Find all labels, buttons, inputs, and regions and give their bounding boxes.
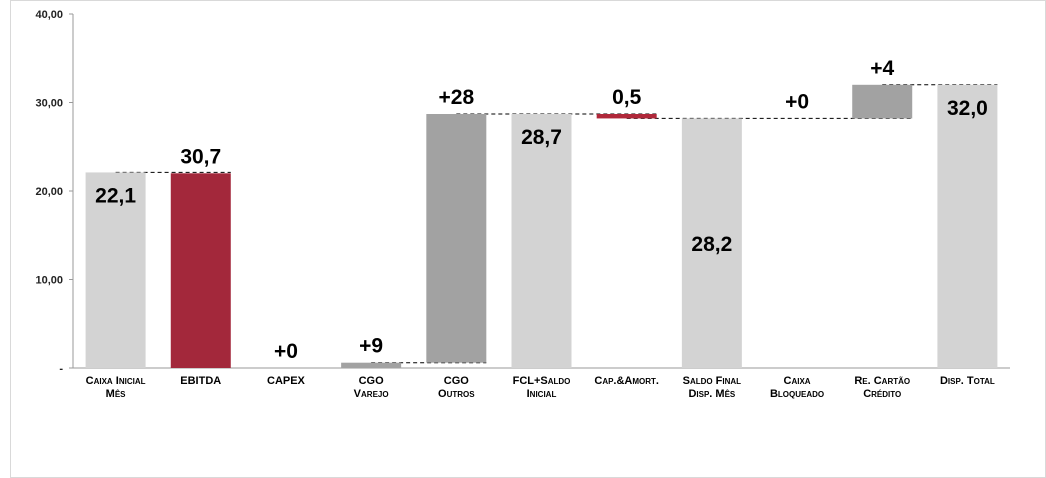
- x-category-label: Re. Cartão: [854, 375, 910, 387]
- data-label: +28: [439, 86, 475, 109]
- bar: [85, 172, 146, 368]
- data-label: 32,0: [947, 97, 988, 120]
- x-category-label: Disp. Total: [940, 375, 995, 387]
- x-category-label: Crédito: [863, 388, 901, 400]
- y-tick-label: 10,00: [35, 275, 63, 287]
- data-label: +0: [274, 340, 298, 363]
- x-category-label: Inicial: [527, 388, 557, 400]
- data-label: 22,1: [95, 184, 136, 207]
- data-label: 28,7: [521, 126, 562, 149]
- bar: [341, 362, 402, 368]
- x-category-label: CAPEX: [267, 375, 306, 387]
- x-category-label: Disp. Mês: [688, 388, 735, 400]
- data-label: +0: [785, 90, 809, 113]
- x-category-label: Saldo Final: [683, 375, 742, 387]
- x-category-label: Cap.&Amort.: [594, 375, 659, 387]
- x-category-label: Bloqueado: [770, 388, 824, 400]
- bar: [596, 114, 657, 119]
- x-category-label: CGO: [359, 375, 385, 387]
- bar: [937, 84, 998, 369]
- x-category-label: Mês: [106, 388, 126, 400]
- x-category-label: CGO: [444, 375, 470, 387]
- bar: [681, 118, 742, 369]
- y-axis-ticks: - 10,00 20,00 30,00 40,00: [35, 9, 73, 375]
- data-label: +4: [870, 57, 894, 80]
- y-tick-label: 40,00: [35, 9, 63, 21]
- data-label: 30,7: [180, 145, 221, 168]
- y-tick-label: 30,00: [35, 98, 63, 110]
- bar: [170, 173, 231, 368]
- bars: [85, 84, 998, 369]
- x-category-label: Varejo: [354, 388, 389, 400]
- data-label: 28,2: [691, 233, 732, 256]
- bar: [852, 84, 913, 119]
- data-label: +9: [359, 335, 383, 358]
- data-label: 0,5: [612, 86, 642, 109]
- y-tick-label: -: [59, 363, 63, 375]
- x-category-label: EBITDA: [180, 375, 221, 387]
- bar: [511, 114, 572, 368]
- x-category-label: Outros: [438, 388, 475, 400]
- y-tick-label: 20,00: [35, 186, 63, 198]
- x-category-label: Caixa Inicial: [86, 375, 146, 387]
- x-category-label: FCL+Saldo: [513, 375, 571, 387]
- bar: [426, 114, 487, 363]
- x-category-label: Caixa: [784, 375, 811, 387]
- data-labels: 22,1 30,7 +0 +9 +28 28,7 0,5 28,2 +0 +4 32,0: [95, 57, 988, 363]
